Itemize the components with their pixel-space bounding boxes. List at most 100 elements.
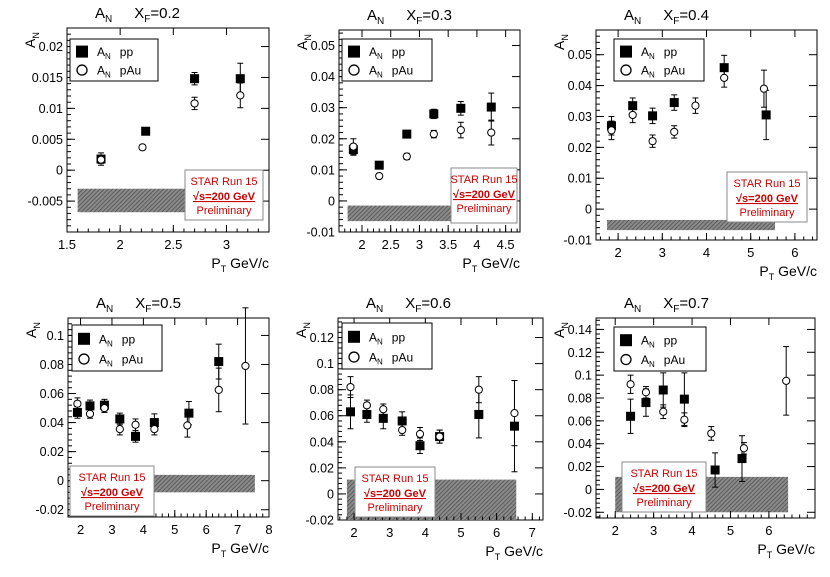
y-tick-label: 0.04 — [311, 70, 335, 84]
data-point-pau — [346, 376, 355, 398]
chart-panel-2: AN XF=0.3 AN PT GeV/c 2 2.5 3 3.5 4 4.5 -0.01 0 0.01… — [294, 7, 521, 274]
y-tick-label: 0.04 — [40, 416, 64, 430]
y-axis-label: AN — [23, 322, 42, 338]
data-point-pau — [138, 143, 147, 152]
data-point-pau — [349, 138, 358, 155]
marker-pp — [719, 63, 729, 73]
star-preliminary-box: STAR Run 15 √s=200 GeV Preliminary — [726, 171, 808, 223]
data-point-pau — [680, 412, 689, 428]
plot-frame — [66, 27, 270, 233]
marker-pp — [184, 408, 194, 418]
systematic-band — [77, 188, 187, 213]
marker-pp — [710, 465, 720, 475]
legend-label-pau: AN pAu — [99, 353, 143, 369]
star-preliminary-label: Preliminary — [739, 207, 795, 219]
data-point-pau — [487, 119, 496, 146]
y-tick-label: 0 — [56, 164, 63, 178]
y-tick-label: 0.04 — [568, 79, 592, 93]
data-point-pau — [415, 426, 425, 442]
y-tick-label: 0.01 — [311, 163, 335, 177]
x-tick-label: 6 — [765, 523, 772, 538]
x-tick-label: 4 — [422, 525, 429, 540]
legend-label-pau: AN pAu — [369, 64, 413, 80]
marker-pau — [628, 110, 637, 120]
data-point-pau — [183, 413, 192, 438]
marker-pau — [241, 361, 250, 371]
data-point-pp — [669, 94, 679, 111]
x-tick-label: 8 — [265, 522, 272, 537]
data-point-pau — [641, 386, 651, 399]
marker-pp — [374, 160, 384, 170]
x-tick-label: 3 — [659, 245, 666, 260]
data-point-pau — [707, 426, 716, 441]
marker-pp — [474, 409, 484, 419]
y-tick-label: 0.05 — [568, 48, 592, 62]
marker-pau — [150, 425, 159, 434]
chart-panel-4: AN XF=0.5 AN PT GeV/c 2 3 4 5 6 7 8 -0.02 0 0.02 0.04 0… — [23, 295, 273, 559]
x-axis-label: PT GeV/c — [211, 255, 269, 274]
marker-pau — [402, 152, 411, 161]
chart-panel-3: AN XF=0.4 AN PT GeV/c 2 3 4 5 6 -0.01 0 0.01 0.02 0.0… — [551, 7, 818, 282]
chart-panel-6: AN XF=0.7 AN PT GeV/c 2 3 4 5 6 -0.02 0 0.02 0.04 0.0… — [551, 295, 816, 560]
x-tick-label: 3 — [386, 525, 393, 540]
marker-pp — [345, 407, 355, 417]
x-tick-label: 4 — [703, 245, 710, 260]
data-point-pp — [456, 100, 466, 116]
x-tick-label: 5 — [457, 525, 464, 540]
y-tick-label: 0.06 — [40, 387, 64, 401]
marker-pau — [510, 409, 519, 418]
legend: AN pp AN pAu — [341, 322, 433, 370]
x-tick-label: 3 — [223, 237, 230, 252]
marker-pau — [641, 388, 651, 397]
marker-pau — [138, 143, 147, 152]
legend-label-pp: AN pp — [641, 45, 677, 61]
x-tick-label: 3 — [416, 237, 423, 252]
legend: AN pp AN pAu — [71, 324, 163, 372]
chart-panel-1: AN XF=0.2 AN PT GeV/c 1.5 2 2.5 3 -0.005 0 0.005 0.… — [22, 5, 270, 274]
data-point-pau — [759, 69, 769, 108]
data-point-pau — [435, 429, 444, 444]
data-point-pp — [374, 160, 384, 170]
marker-pau — [691, 101, 700, 110]
x-tick-label: 2 — [117, 237, 124, 252]
marker-pp — [149, 418, 159, 428]
marker-pau — [487, 128, 496, 137]
marker-pp — [658, 385, 668, 395]
legend-label-pp: AN pp — [97, 45, 133, 61]
star-box-frame — [354, 466, 436, 518]
data-point-pp — [190, 72, 200, 86]
star-energy-label: √s=200 GeV — [453, 189, 516, 201]
data-point-pp — [761, 89, 771, 141]
y-tick-label: 0.06 — [568, 414, 592, 428]
marker-pp — [486, 102, 496, 112]
legend-marker-pau — [348, 64, 360, 76]
legend: AN pp AN pAu — [69, 38, 159, 82]
star-box-frame — [726, 171, 808, 223]
y-tick-label: 0.03 — [568, 110, 592, 124]
y-tick-label: 0.005 — [32, 133, 63, 147]
marker-pau — [115, 425, 124, 434]
x-tick-label: 4.5 — [497, 237, 515, 252]
data-point-pp — [710, 452, 720, 488]
marker-pp — [235, 74, 245, 84]
y-tick-label: 0 — [585, 203, 592, 217]
marker-pp — [378, 413, 388, 423]
marker-pau — [190, 99, 199, 108]
marker-pp — [402, 129, 412, 139]
star-box-frame — [450, 167, 518, 224]
marker-pau — [349, 142, 358, 151]
star-run-label: STAR Run 15 — [630, 468, 697, 480]
plot-frame — [338, 29, 521, 233]
marker-pau — [435, 432, 444, 441]
marker-pau — [782, 376, 791, 385]
data-point-pau — [429, 129, 438, 139]
y-tick-label: 0.03 — [311, 101, 335, 115]
x-tick-label: 2 — [612, 523, 619, 538]
data-point-pau — [659, 404, 668, 420]
star-preliminary-label: Preliminary — [84, 501, 140, 513]
star-energy-label: √s=200 GeV — [633, 483, 696, 495]
chart-title: AN XF=0.7 — [624, 295, 709, 315]
marker-pp — [737, 454, 747, 464]
star-energy-label: √s=200 GeV — [364, 488, 427, 500]
